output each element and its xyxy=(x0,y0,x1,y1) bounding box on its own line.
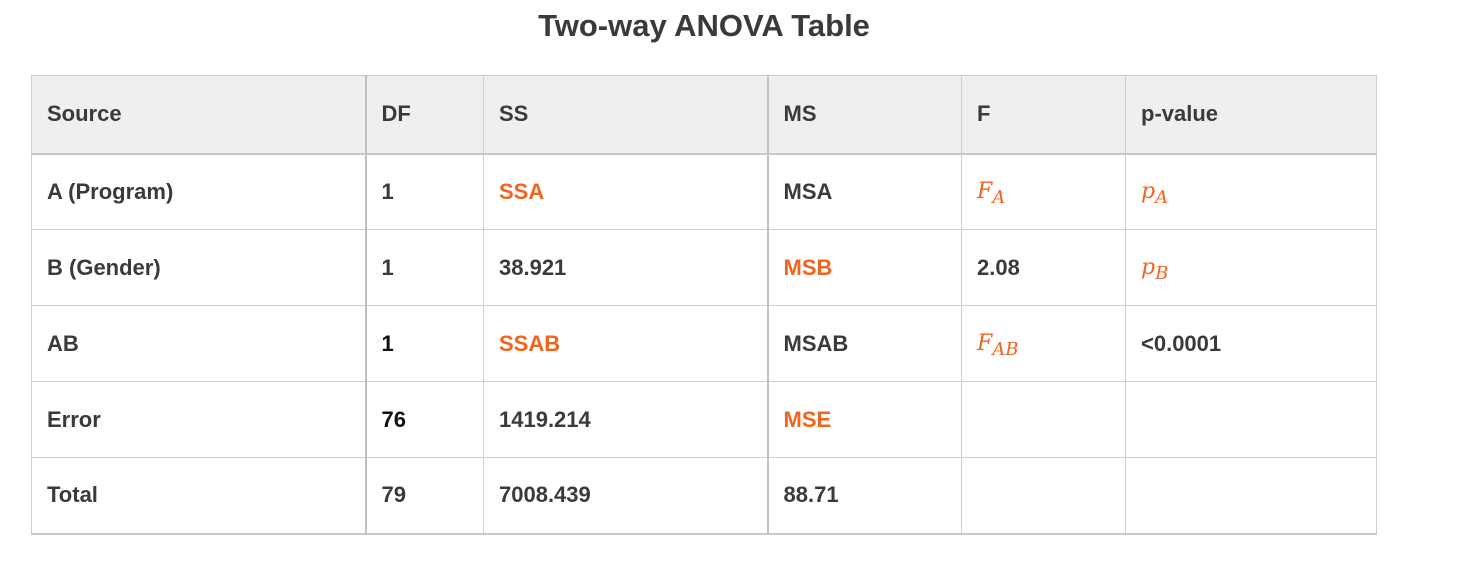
table-row: AB 1 SSAB MSAB FAB <0.0001 xyxy=(31,305,1377,382)
column-header-ss: SS xyxy=(483,75,769,155)
cell-ss: SSA xyxy=(483,153,769,230)
cell-f: 2.08 xyxy=(961,229,1126,306)
cell-df: 79 xyxy=(365,457,484,535)
cell-ms: MSA xyxy=(767,153,962,230)
table-title: Two-way ANOVA Table xyxy=(538,8,870,43)
cell-df: 1 xyxy=(365,153,484,230)
cell-f xyxy=(961,457,1126,535)
header-row: Source DF SS MS F p-value xyxy=(31,75,1377,155)
anova-table: Source DF SS MS F p-value A (Program) 1 … xyxy=(31,75,1377,535)
cell-f: FA xyxy=(961,153,1126,230)
cell-ms: MSAB xyxy=(767,305,962,382)
cell-f xyxy=(961,381,1126,458)
math-subscript: B xyxy=(1155,263,1169,284)
cell-ss: SSAB xyxy=(483,305,769,382)
cell-p-value xyxy=(1125,381,1377,458)
cell-df: 1 xyxy=(365,229,484,306)
math-base: F xyxy=(977,331,993,356)
cell-p-value: pB xyxy=(1125,229,1377,306)
cell-ss: 7008.439 xyxy=(483,457,769,535)
cell-p-value xyxy=(1125,457,1377,535)
cell-ss: 38.921 xyxy=(483,229,769,306)
math-subscript: A xyxy=(992,187,1006,209)
cell-f: FAB xyxy=(961,305,1126,382)
column-header-f: F xyxy=(961,75,1126,155)
cell-df: 1 xyxy=(365,305,484,382)
cell-ms: 88.71 xyxy=(767,457,962,535)
cell-p-value: <0.0001 xyxy=(1125,305,1377,382)
cell-ss: 1419.214 xyxy=(483,381,769,458)
column-header-p-value: p-value xyxy=(1125,75,1377,155)
cell-source: A (Program) xyxy=(31,153,367,230)
cell-p-value: pA xyxy=(1125,153,1377,230)
math-subscript: AB xyxy=(992,339,1019,360)
column-header-ms: MS xyxy=(767,75,962,155)
cell-df: 76 xyxy=(365,381,484,458)
table-row: A (Program) 1 SSA MSA FA pA xyxy=(31,153,1377,230)
cell-source: Error xyxy=(31,381,367,458)
math-subscript: A xyxy=(1155,187,1169,209)
math-base: p xyxy=(1141,179,1156,205)
table-row: Total 79 7008.439 88.71 xyxy=(31,457,1377,535)
cell-ms: MSB xyxy=(767,229,962,306)
cell-ms: MSE xyxy=(767,381,962,458)
cell-source: AB xyxy=(31,305,367,382)
cell-source: Total xyxy=(31,457,367,535)
column-header-df: DF xyxy=(365,75,484,155)
math-base: p xyxy=(1141,255,1156,280)
table-row: Error 76 1419.214 MSE xyxy=(31,381,1377,458)
math-base: F xyxy=(977,179,993,205)
column-header-source: Source xyxy=(31,75,367,155)
table-row: B (Gender) 1 38.921 MSB 2.08 pB xyxy=(31,229,1377,306)
cell-source: B (Gender) xyxy=(31,229,367,306)
